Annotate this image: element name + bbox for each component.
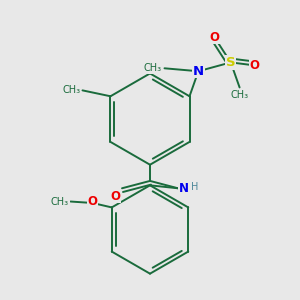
Text: CH₃: CH₃	[62, 85, 80, 95]
Text: S: S	[226, 56, 236, 69]
Text: O: O	[249, 59, 259, 72]
Text: CH₃: CH₃	[51, 196, 69, 206]
Text: CH₃: CH₃	[143, 63, 162, 73]
Text: H: H	[191, 182, 199, 192]
Text: O: O	[210, 31, 220, 44]
Text: O: O	[88, 195, 98, 208]
Text: CH₃: CH₃	[230, 90, 249, 100]
Text: N: N	[193, 65, 204, 78]
Text: O: O	[111, 190, 121, 203]
Text: N: N	[178, 182, 189, 195]
